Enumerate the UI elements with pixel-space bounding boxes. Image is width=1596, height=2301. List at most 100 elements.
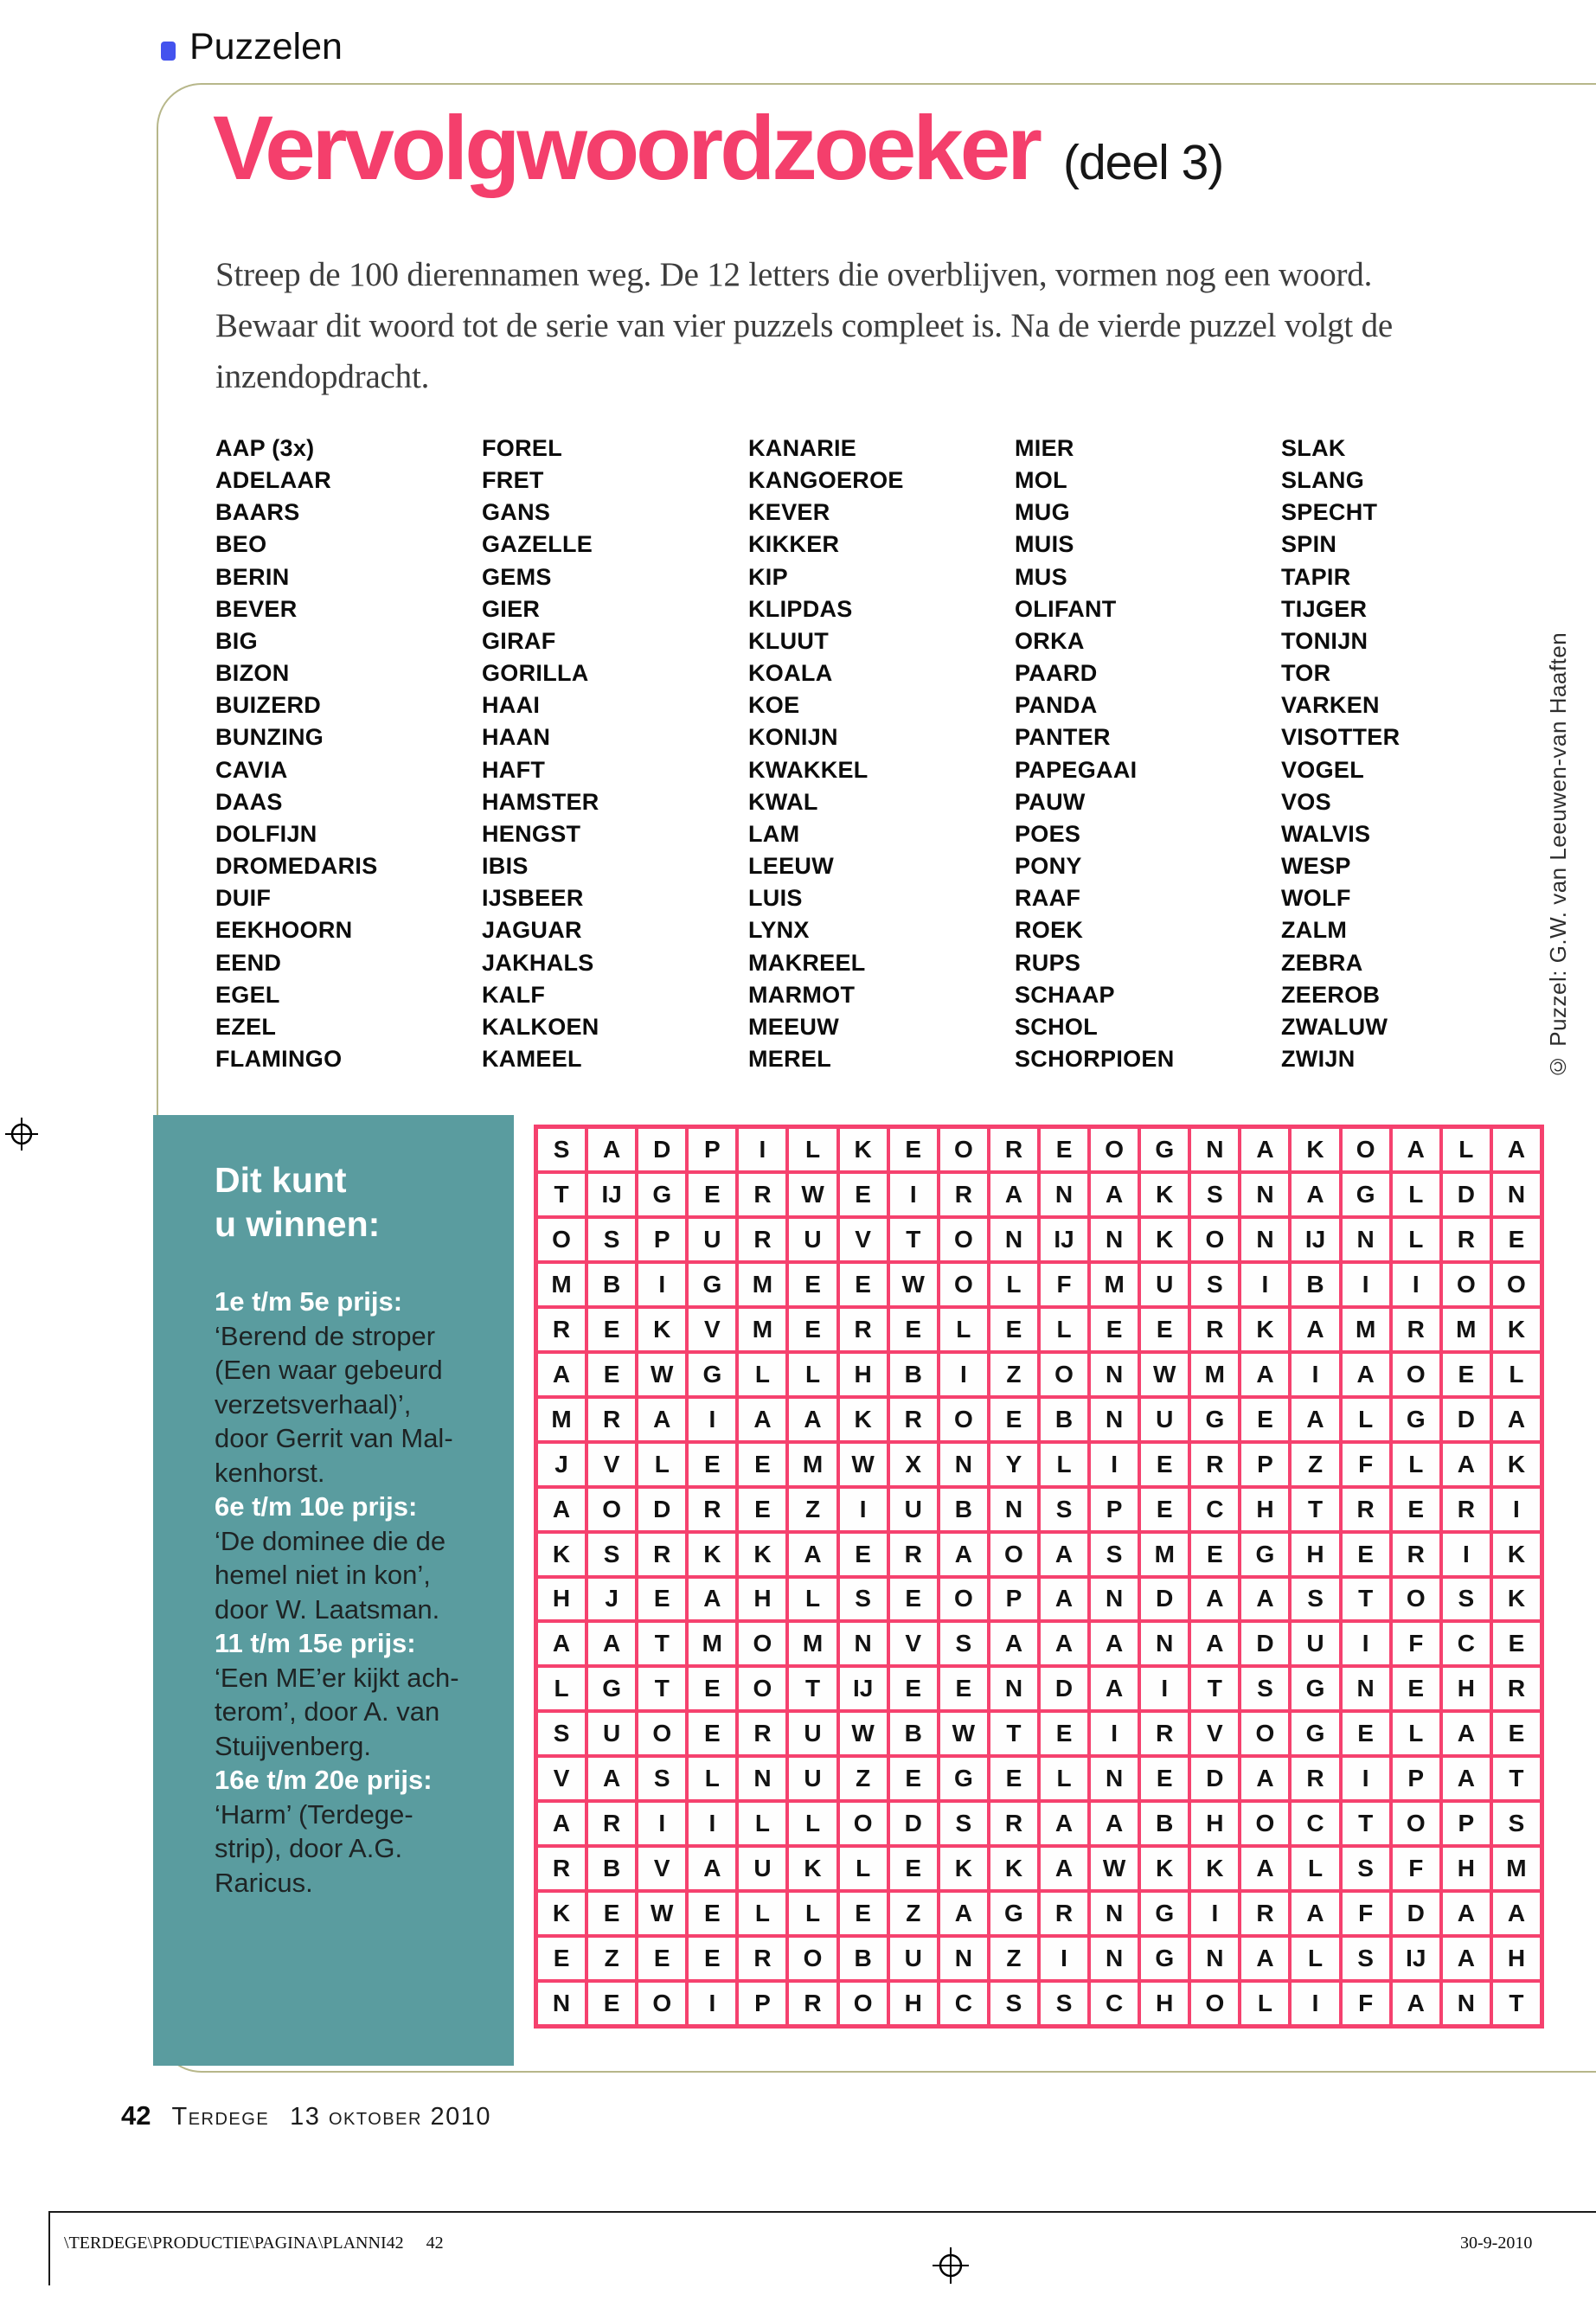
- grid-cell: O: [1342, 1129, 1389, 1170]
- word-list-entry: SPIN: [1281, 531, 1337, 558]
- grid-cell: H: [739, 1578, 786, 1620]
- grid-cell: R: [1241, 1893, 1289, 1935]
- grid-cell: E: [889, 1848, 937, 1890]
- grid-cell: C: [1191, 1488, 1239, 1530]
- grid-cell: S: [588, 1533, 636, 1575]
- grid-cell: P: [1241, 1443, 1289, 1485]
- grid-cell: L: [1040, 1308, 1088, 1350]
- title-row: Vervolgwoordzoeker (deel 3): [213, 97, 1224, 202]
- grid-cell: R: [839, 1308, 887, 1350]
- grid-cell: Z: [839, 1758, 887, 1800]
- grid-cell: A: [689, 1578, 736, 1620]
- grid-cell: K: [538, 1893, 586, 1935]
- grid-cell: A: [1241, 1758, 1289, 1800]
- word-list-entry: MIER: [1015, 435, 1074, 461]
- grid-cell: A: [1241, 1129, 1289, 1170]
- grid-cell: R: [739, 1713, 786, 1755]
- grid-cell: M: [1492, 1848, 1540, 1890]
- grid-cell: X: [889, 1443, 937, 1485]
- grid-cell: U: [889, 1938, 937, 1980]
- grid-cell: A: [1442, 1938, 1490, 1980]
- grid-cell: S: [990, 1983, 1037, 2024]
- word-list-entry: ZWIJN: [1281, 1045, 1356, 1072]
- grid-cell: O: [1191, 1983, 1239, 2024]
- word-list-entry: IJSBEER: [482, 885, 584, 912]
- grid-cell: T: [1292, 1488, 1339, 1530]
- word-list-entry: LEEUW: [748, 853, 834, 880]
- grid-cell: L: [789, 1803, 836, 1845]
- grid-cell: A: [1492, 1398, 1540, 1440]
- grid-cell: IJ: [839, 1668, 887, 1710]
- grid-cell: S: [1091, 1533, 1138, 1575]
- grid-cell: IJ: [1040, 1218, 1088, 1260]
- grid-cell: R: [739, 1173, 786, 1215]
- word-list-entry: WALVIS: [1281, 820, 1371, 847]
- grid-cell: K: [689, 1533, 736, 1575]
- grid-cell: O: [638, 1713, 686, 1755]
- word-list-entry: SCHAAP: [1015, 981, 1115, 1008]
- grid-cell: P: [739, 1983, 786, 2024]
- grid-cell: E: [1342, 1713, 1389, 1755]
- grid-cell: O: [1442, 1263, 1490, 1305]
- grid-cell: L: [1241, 1983, 1289, 2024]
- issue-date: 13 oktober 2010: [290, 2103, 491, 2131]
- grid-cell: R: [789, 1983, 836, 2024]
- grid-cell: N: [1191, 1129, 1239, 1170]
- grid-cell: A: [1040, 1533, 1088, 1575]
- word-list-entry: BEO: [215, 531, 267, 558]
- word-list-entry: BEVER: [215, 595, 298, 622]
- word-list-entry: ZWALUW: [1281, 1013, 1388, 1040]
- grid-cell: L: [789, 1353, 836, 1395]
- grid-cell: D: [638, 1488, 686, 1530]
- grid-cell: G: [689, 1353, 736, 1395]
- page-title: Vervolgwoordzoeker: [213, 98, 1042, 199]
- word-list-entry: PAUW: [1015, 788, 1086, 815]
- word-list-entry: KIKKER: [748, 531, 840, 558]
- grid-cell: E: [1492, 1713, 1540, 1755]
- grid-cell: E: [1492, 1218, 1540, 1260]
- grid-cell: A: [1091, 1623, 1138, 1665]
- grid-cell: E: [990, 1398, 1037, 1440]
- grid-cell: V: [839, 1218, 887, 1260]
- grid-cell: R: [739, 1938, 786, 1980]
- grid-cell: B: [1141, 1803, 1189, 1845]
- grid-cell: O: [939, 1129, 987, 1170]
- grid-cell: W: [939, 1713, 987, 1755]
- word-list-entry: BERIN: [215, 563, 290, 590]
- word-list-entry: BAARS: [215, 499, 300, 526]
- word-list-entry: FLAMINGO: [215, 1045, 343, 1072]
- grid-cell: A: [1241, 1578, 1289, 1620]
- grid-cell: O: [1040, 1353, 1088, 1395]
- grid-cell: L: [1392, 1218, 1439, 1260]
- grid-cell: N: [939, 1443, 987, 1485]
- grid-cell: A: [1191, 1578, 1239, 1620]
- prize-item-text-line: ‘Harm’ (Terdege-: [215, 1798, 413, 1830]
- prize-item-text-line: kenhorst.: [215, 1457, 325, 1488]
- grid-cell: E: [588, 1983, 636, 2024]
- grid-cell: F: [1392, 1848, 1439, 1890]
- grid-cell: U: [789, 1758, 836, 1800]
- word-list-entry: MUG: [1015, 499, 1070, 526]
- grid-cell: A: [739, 1398, 786, 1440]
- grid-cell: V: [588, 1443, 636, 1485]
- grid-cell: R: [1392, 1308, 1439, 1350]
- grid-cell: V: [1191, 1713, 1239, 1755]
- grid-cell: V: [889, 1623, 937, 1665]
- grid-cell: A: [1091, 1668, 1138, 1710]
- grid-cell: W: [1141, 1353, 1189, 1395]
- word-list-entry: GEMS: [482, 563, 552, 590]
- grid-cell: T: [1342, 1803, 1389, 1845]
- grid-cell: N: [1241, 1173, 1289, 1215]
- grid-cell: F: [1040, 1263, 1088, 1305]
- grid-cell: N: [1342, 1218, 1389, 1260]
- word-list-entry: GIER: [482, 595, 541, 622]
- grid-cell: P: [1392, 1758, 1439, 1800]
- grid-cell: I: [739, 1129, 786, 1170]
- grid-cell: K: [1141, 1173, 1189, 1215]
- grid-cell: O: [1191, 1218, 1239, 1260]
- grid-cell: D: [1442, 1398, 1490, 1440]
- grid-cell: S: [588, 1218, 636, 1260]
- grid-cell: M: [739, 1308, 786, 1350]
- grid-cell: G: [1141, 1938, 1189, 1980]
- grid-cell: K: [1492, 1533, 1540, 1575]
